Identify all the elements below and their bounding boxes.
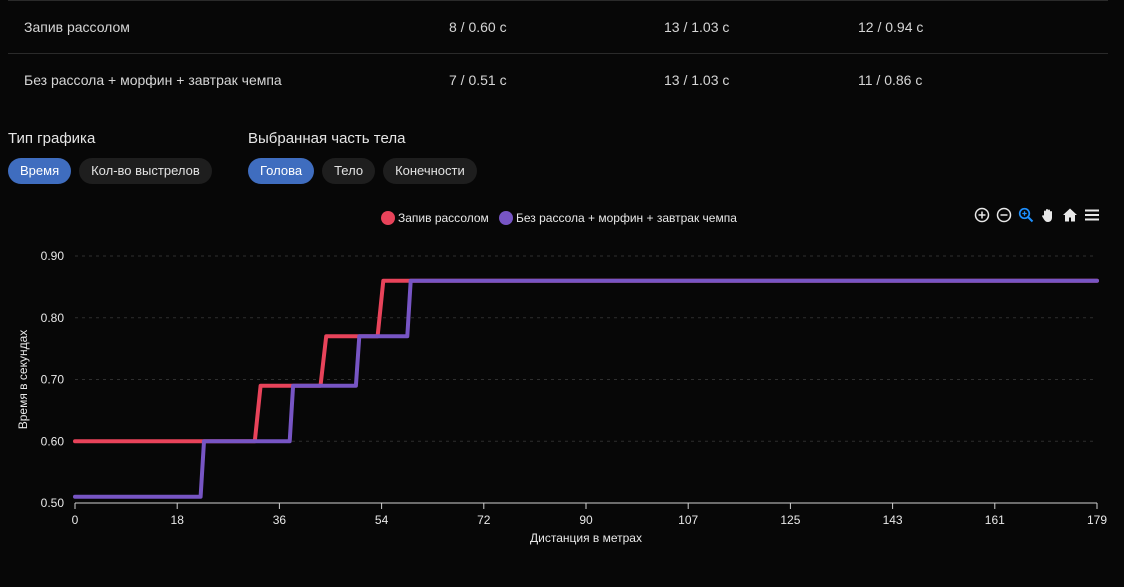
body-part-limbs-button[interactable]: Конечности bbox=[383, 158, 477, 184]
distance-time-chart: Запив рассолом Без рассола + морфин + зав… bbox=[16, 211, 1107, 545]
zoom-select-icon[interactable] bbox=[1017, 206, 1035, 224]
x-axis: 0 18 36 54 72 90 107 125 143 161 179 bbox=[72, 502, 1107, 527]
chart-toolbar bbox=[973, 206, 1101, 224]
y-axis-title: Время в секундах bbox=[16, 330, 30, 430]
x-tick-label: 179 bbox=[1087, 513, 1107, 527]
chart-legend[interactable]: Запив рассолом Без рассола + морфин + зав… bbox=[381, 211, 737, 225]
x-tick-label: 143 bbox=[883, 513, 903, 527]
legend-label-0: Запив рассолом bbox=[398, 211, 489, 225]
menu-icon[interactable] bbox=[1083, 206, 1101, 224]
y-axis: 0.50 0.60 0.70 0.80 0.90 bbox=[41, 249, 65, 510]
legend-marker-1 bbox=[499, 211, 513, 225]
x-tick-label: 0 bbox=[72, 513, 79, 527]
table-cell: Без рассола + морфин + завтрак чемпа bbox=[24, 72, 282, 88]
chart-series bbox=[73, 278, 1099, 499]
x-tick-label: 36 bbox=[273, 513, 287, 527]
chart-type-shots-button[interactable]: Кол-во выстрелов bbox=[79, 158, 212, 184]
x-tick-label: 54 bbox=[375, 513, 389, 527]
x-tick-label: 161 bbox=[985, 513, 1005, 527]
table-row: Запив рассолом 8 / 0.60 с 13 / 1.03 с 12… bbox=[8, 0, 1108, 53]
y-tick-label: 0.90 bbox=[41, 249, 65, 263]
table-row: Без рассола + морфин + завтрак чемпа 7 /… bbox=[8, 53, 1108, 106]
series-line-0 bbox=[73, 278, 1099, 444]
table-cell: 12 / 0.94 с bbox=[858, 19, 924, 35]
table-cell: 8 / 0.60 с bbox=[449, 19, 507, 35]
table-cell: 11 / 0.86 с bbox=[858, 72, 923, 88]
y-tick-label: 0.50 bbox=[41, 496, 65, 510]
zoom-out-icon[interactable] bbox=[995, 206, 1013, 224]
body-part-head-button[interactable]: Голова bbox=[248, 158, 315, 184]
table-cell: Запив рассолом bbox=[24, 19, 130, 35]
x-tick-label: 125 bbox=[780, 513, 800, 527]
legend-label-1: Без рассола + морфин + завтрак чемпа bbox=[516, 211, 737, 225]
home-reset-icon[interactable] bbox=[1061, 206, 1079, 224]
y-tick-label: 0.70 bbox=[41, 373, 65, 387]
x-tick-label: 90 bbox=[579, 513, 593, 527]
x-tick-label: 18 bbox=[171, 513, 185, 527]
chart-type-time-button[interactable]: Время bbox=[8, 158, 72, 184]
series-line-1 bbox=[73, 278, 1099, 499]
x-tick-label: 72 bbox=[477, 513, 491, 527]
legend-marker-0 bbox=[381, 211, 395, 225]
table-cell: 7 / 0.51 с bbox=[449, 72, 507, 88]
chart-grid bbox=[75, 255, 1097, 442]
zoom-in-icon[interactable] bbox=[973, 206, 991, 224]
pan-hand-icon[interactable] bbox=[1039, 206, 1057, 224]
x-tick-label: 107 bbox=[678, 513, 698, 527]
chart-type-control: Тип графика Время Кол-во выстрелов bbox=[8, 130, 212, 184]
y-tick-label: 0.80 bbox=[41, 311, 65, 325]
table-cell: 13 / 1.03 с bbox=[664, 72, 730, 88]
table-cell: 13 / 1.03 с bbox=[664, 19, 730, 35]
body-part-body-button[interactable]: Тело bbox=[322, 158, 376, 184]
x-axis-title: Дистанция в метрах bbox=[530, 531, 642, 545]
body-part-control: Выбранная часть тела Голова Тело Конечно… bbox=[248, 130, 477, 184]
y-tick-label: 0.60 bbox=[41, 434, 65, 448]
body-part-title: Выбранная часть тела bbox=[248, 130, 406, 147]
stats-table: Запив рассолом 8 / 0.60 с 13 / 1.03 с 12… bbox=[8, 0, 1108, 106]
chart-type-title: Тип графика bbox=[8, 130, 96, 147]
